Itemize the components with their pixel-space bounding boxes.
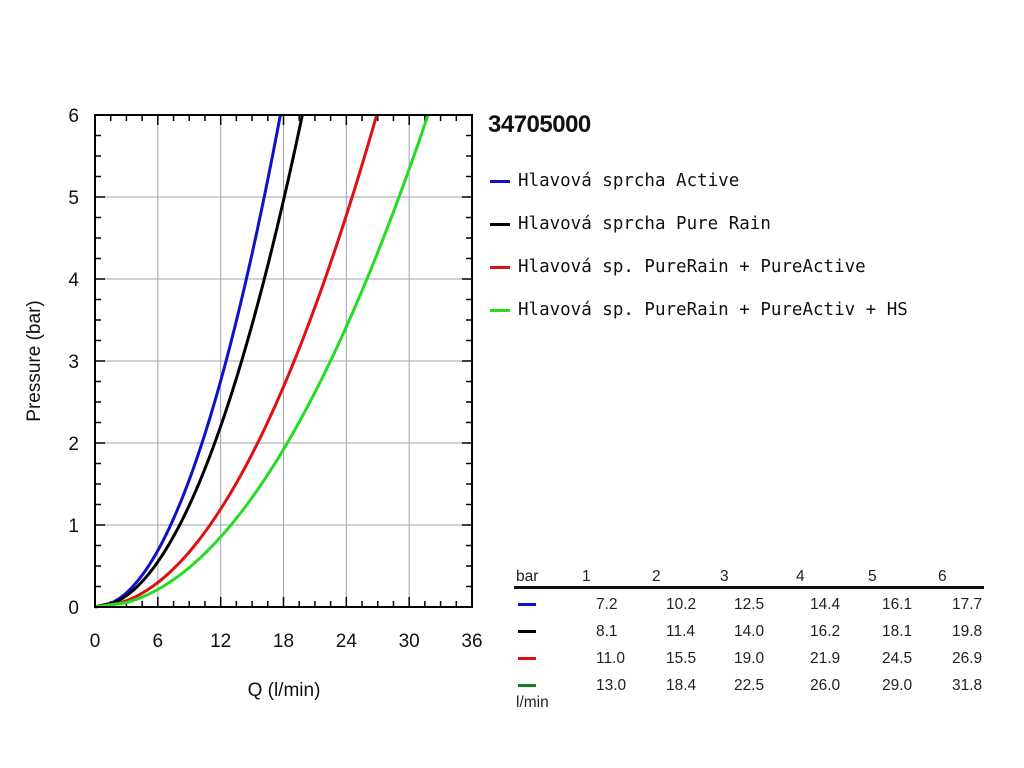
x-tick-label: 6 [153, 631, 164, 652]
table-cell: 14.4 [810, 596, 841, 613]
y-tick-label: 4 [68, 270, 79, 291]
table-header-label: bar [516, 568, 539, 585]
legend-item: Hlavová sprcha Active [490, 170, 970, 192]
legend-label: Hlavová sprcha Pure Rain [518, 214, 771, 234]
table-cell: 12.5 [734, 596, 765, 613]
table-cell: 26.0 [810, 677, 841, 694]
table-cell: 11.0 [596, 650, 626, 667]
y-tick-labels: 0 1 2 3 4 5 6 [68, 106, 79, 619]
x-tick-label: 24 [336, 631, 358, 652]
table-cell: 26.9 [952, 650, 983, 667]
table-header-rule [514, 586, 984, 589]
table-cell: 22.5 [734, 677, 765, 694]
legend-item: Hlavová sp. PureRain + PureActiv + HS [490, 299, 948, 321]
table-cell: 13.0 [596, 677, 627, 694]
legend-swatch [490, 266, 510, 269]
table-cell: 16.1 [882, 596, 913, 613]
x-tick-label: 18 [273, 631, 294, 652]
table-unit-label: l/min [516, 694, 549, 711]
table-cell: 24.5 [882, 650, 913, 667]
table-column-header: 5 [868, 568, 877, 585]
table-column-header: 2 [652, 568, 661, 585]
y-tick-label: 6 [68, 106, 79, 127]
plot-frame [94, 114, 473, 608]
table-cell: 10.2 [666, 596, 697, 613]
table-cell: 17.7 [952, 596, 983, 613]
chart-legend: Hlavová sprcha Active Hlavová sprcha Pur… [490, 170, 970, 342]
table-cell: 18.4 [666, 677, 697, 694]
table-row-swatch [518, 657, 536, 660]
series-line-2 [94, 114, 304, 609]
y-tick-label: 2 [68, 434, 79, 455]
x-tick-label: 36 [461, 631, 482, 652]
x-axis-label: Q (l/min) [248, 680, 321, 701]
table-cell: 11.4 [666, 623, 696, 640]
legend-item: Hlavová sp. PureRain + PureActive [490, 256, 970, 278]
y-axis-label: Pressure (bar) [24, 300, 45, 421]
series-line-3 [94, 114, 379, 609]
table-column-header: 1 [582, 568, 591, 585]
legend-swatch [490, 223, 510, 226]
product-code-title: 34705000 [488, 111, 591, 138]
chart-series [94, 114, 430, 609]
table-column-header: 4 [796, 568, 805, 585]
x-tick-label: 12 [210, 631, 231, 652]
x-tick-label: 0 [90, 631, 101, 652]
chart-grid [95, 115, 472, 607]
table-cell: 29.0 [882, 677, 913, 694]
table-cell: 18.1 [882, 623, 913, 640]
table-column-header: 3 [720, 568, 729, 585]
y-tick-label: 3 [68, 352, 79, 373]
table-cell: 19.0 [734, 650, 765, 667]
table-cell: 15.5 [666, 650, 697, 667]
series-line-4 [94, 114, 430, 609]
legend-label: Hlavová sprcha Active [518, 171, 740, 191]
table-column-header: 6 [938, 568, 947, 585]
table-cell: 7.2 [596, 596, 618, 613]
legend-label: Hlavová sp. PureRain + PureActiv + HS [518, 300, 908, 320]
y-tick-label: 0 [68, 598, 79, 619]
legend-swatch [490, 180, 510, 183]
table-cell: 19.8 [952, 623, 983, 640]
x-tick-labels: 0 6 12 18 24 30 36 [90, 631, 483, 652]
legend-label: Hlavová sp. PureRain + PureActive [518, 257, 866, 277]
table-cell: 21.9 [810, 650, 841, 667]
table-row-swatch [518, 684, 536, 687]
legend-item: Hlavová sprcha Pure Rain [490, 213, 970, 235]
table-row-swatch [518, 603, 536, 606]
series-line-1 [94, 114, 282, 609]
x-tick-label: 30 [399, 631, 420, 652]
flow-data-table: bar l/min 1 2 3 4 5 6 7.2 10.2 12.5 14.4 16.1 17.7 8… [514, 568, 984, 718]
table-cell: 8.1 [596, 623, 618, 640]
y-tick-label: 5 [68, 188, 79, 209]
legend-swatch [490, 309, 510, 312]
table-cell: 31.8 [952, 677, 983, 694]
y-tick-label: 1 [68, 516, 79, 537]
table-cell: 14.0 [734, 623, 765, 640]
table-cell: 16.2 [810, 623, 841, 640]
table-row-swatch [518, 630, 536, 633]
